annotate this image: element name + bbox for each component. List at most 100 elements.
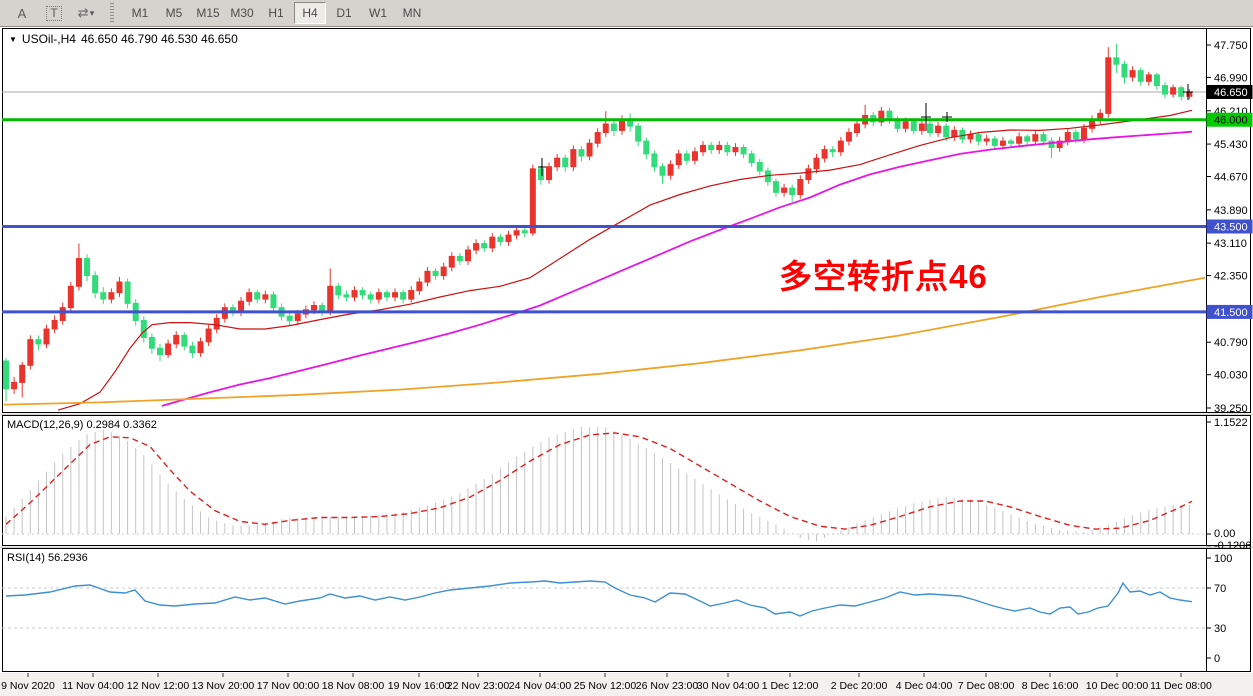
candle-body xyxy=(11,381,18,390)
time-axis-label: 7 Dec 08:00 xyxy=(958,680,1015,692)
candle-body xyxy=(1032,134,1039,142)
candle-body xyxy=(845,132,852,142)
candle-body xyxy=(148,337,155,349)
timeframe-d1-button[interactable]: D1 xyxy=(336,6,352,20)
cursor-tool-button[interactable]: ⇄ ▾ xyxy=(72,2,100,24)
svg-text:40.030: 40.030 xyxy=(1214,370,1248,382)
symbol-dropdown-icon[interactable]: ▼ xyxy=(9,34,17,44)
time-axis-label: 17 Nov 00:00 xyxy=(257,680,320,692)
svg-text:1.1522: 1.1522 xyxy=(1214,417,1248,429)
price-badge xyxy=(1206,84,1253,99)
candle-body xyxy=(246,292,253,302)
candle-body xyxy=(829,149,836,153)
candle-body xyxy=(351,290,358,298)
time-axis-label: 19 Nov 16:00 xyxy=(388,680,451,692)
candle-body xyxy=(902,121,909,129)
svg-text:47.750: 47.750 xyxy=(1214,40,1248,52)
candle-body xyxy=(570,149,577,168)
candle-body xyxy=(173,334,180,345)
candle-body xyxy=(140,319,147,339)
candle-body xyxy=(740,146,747,155)
time-axis-label: 13 Nov 20:00 xyxy=(192,680,255,692)
candle-body xyxy=(59,307,66,321)
candle-body xyxy=(1121,63,1128,78)
timeframe-h1-button[interactable]: H1 xyxy=(268,6,284,20)
candle-body xyxy=(489,236,496,249)
timeframe-m30-button[interactable]: M30 xyxy=(230,6,254,20)
price-badge xyxy=(1206,304,1253,319)
svg-text:41.500: 41.500 xyxy=(1214,307,1248,319)
candle-body xyxy=(772,181,779,193)
candle-body xyxy=(1170,87,1177,95)
time-axis-label: 11 Dec 08:00 xyxy=(1150,680,1212,692)
timeframe-mn-button[interactable]: MN xyxy=(402,6,422,20)
candle-body xyxy=(27,339,34,366)
time-axis-label: 24 Nov 04:00 xyxy=(509,680,572,692)
timeframe-m5-button[interactable]: M5 xyxy=(165,6,183,20)
time-axis-label: 11 Nov 04:00 xyxy=(62,680,124,692)
candle-body xyxy=(724,144,731,153)
candle-body xyxy=(975,134,982,142)
rsi-line xyxy=(5,580,1193,617)
toolbar-drag-handle[interactable] xyxy=(110,3,114,23)
chart-title: ▼ USOil-,H4 46.650 46.790 46.530 46.650 xyxy=(9,32,238,46)
candle-body xyxy=(335,285,342,296)
candle-body xyxy=(554,157,561,168)
candle-body xyxy=(3,360,9,390)
text-label-tool-button[interactable]: A xyxy=(8,2,36,24)
candle-body xyxy=(635,125,642,142)
candle-body xyxy=(440,266,447,277)
timeframe-m1-button[interactable]: M1 xyxy=(131,6,149,20)
candle-body xyxy=(610,123,617,131)
candle-body xyxy=(156,347,163,356)
macd-signal-line xyxy=(5,432,1193,530)
svg-text:-0.1206: -0.1206 xyxy=(1214,540,1251,552)
macd-indicator-label: MACD(12,26,9) 0.2984 0.3362 xyxy=(7,419,157,431)
chart-text-annotation[interactable]: 多空转折点46 xyxy=(779,258,988,295)
candle-body xyxy=(1008,140,1015,144)
candle-body xyxy=(497,236,504,242)
candle-body xyxy=(651,153,658,168)
candle-body xyxy=(667,164,674,176)
candle-body xyxy=(675,153,682,166)
candle-body xyxy=(359,290,366,296)
candle-body xyxy=(797,179,804,195)
timeframe-h4-button[interactable]: H4 xyxy=(294,2,326,24)
candle-body xyxy=(748,153,755,163)
timeframe-w1-button[interactable]: W1 xyxy=(369,6,387,20)
rsi-indicator-label: RSI(14) 56.2936 xyxy=(7,552,88,564)
candle-body xyxy=(967,134,974,140)
macd-panel xyxy=(2,427,1206,542)
svg-text:46.990: 46.990 xyxy=(1214,72,1248,84)
candle-body xyxy=(286,315,293,321)
candle-body xyxy=(537,168,544,181)
time-axis-label: 8 Dec 16:00 xyxy=(1022,680,1079,692)
candle-body xyxy=(392,292,399,298)
candle-body xyxy=(51,319,58,330)
candle-body xyxy=(562,157,569,168)
candle-body xyxy=(910,121,917,131)
svg-text:70: 70 xyxy=(1214,583,1226,595)
candle-body xyxy=(254,292,261,300)
candle-body xyxy=(108,292,115,300)
text-box-tool-button[interactable]: T xyxy=(40,2,68,24)
candle-body xyxy=(1145,74,1152,82)
candle-body xyxy=(926,123,933,134)
timeframe-m15-button[interactable]: M15 xyxy=(196,6,220,20)
candle-body xyxy=(999,140,1006,146)
time-axis-label: 30 Nov 04:00 xyxy=(697,680,760,692)
candle-body xyxy=(602,123,609,134)
candle-body xyxy=(400,292,407,300)
candle-body xyxy=(716,144,723,151)
ma-slow-line xyxy=(3,276,1206,406)
price-badge xyxy=(1206,219,1253,234)
candle-body xyxy=(1056,140,1063,148)
price-axis: 47.75046.99046.21045.43044.67043.89043.1… xyxy=(1206,40,1253,415)
time-axis-label: 10 Dec 00:00 xyxy=(1086,680,1149,692)
candle-body xyxy=(43,328,50,345)
candle-body xyxy=(35,339,42,345)
candle-body xyxy=(789,187,796,195)
rsi-panel xyxy=(2,580,1206,629)
candle-body xyxy=(991,138,998,146)
